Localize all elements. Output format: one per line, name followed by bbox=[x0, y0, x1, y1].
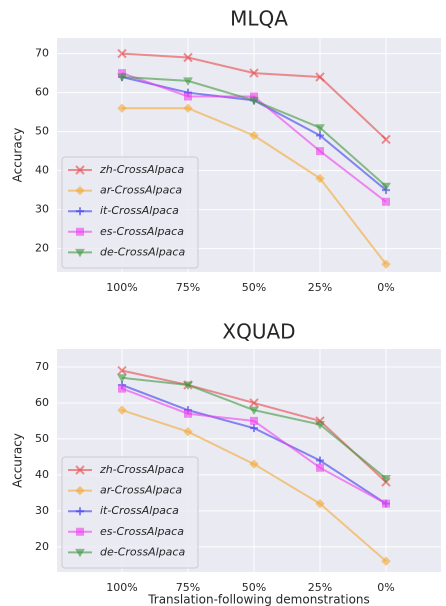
marker bbox=[117, 73, 127, 83]
marker bbox=[315, 72, 325, 82]
legend-box bbox=[61, 456, 199, 569]
x-tick-label: 100% bbox=[106, 581, 137, 594]
marker bbox=[184, 92, 192, 101]
y-tick-label: 30 bbox=[35, 504, 49, 517]
legend-marker bbox=[76, 207, 84, 216]
y-tick-label: 50 bbox=[35, 125, 49, 138]
legend-marker bbox=[75, 485, 85, 496]
y-tick-label: 40 bbox=[35, 164, 49, 177]
legend-label: de-CrossAlpaca bbox=[100, 245, 185, 258]
y-tick-label: 40 bbox=[35, 468, 49, 481]
marker bbox=[183, 103, 193, 113]
marker bbox=[315, 421, 325, 430]
legend-label: zh-CrossAlpaca bbox=[99, 463, 184, 476]
marker bbox=[184, 409, 192, 418]
legend-marker bbox=[76, 227, 84, 236]
marker bbox=[315, 498, 325, 509]
y-axis-label: Accuracy bbox=[11, 433, 25, 488]
y-tick-label: 60 bbox=[35, 396, 49, 409]
legend-label: it-CrossAlpaca bbox=[100, 504, 179, 517]
marker bbox=[316, 456, 324, 465]
chart-title: MLQA bbox=[230, 7, 288, 31]
marker bbox=[381, 259, 391, 269]
marker bbox=[117, 48, 127, 59]
legend-label: de-CrossAlpaca bbox=[100, 545, 185, 558]
x-tick-label: 50% bbox=[242, 281, 266, 294]
y-tick-label: 70 bbox=[35, 360, 49, 373]
legend-label: es-CrossAlpaca bbox=[100, 225, 184, 238]
x-tick-label: 75% bbox=[176, 281, 200, 294]
marker bbox=[117, 365, 127, 376]
marker bbox=[249, 406, 259, 416]
marker bbox=[315, 173, 325, 184]
x-tick-label: 0% bbox=[377, 581, 394, 594]
marker bbox=[249, 130, 259, 141]
marker bbox=[382, 197, 390, 206]
y-tick-label: 20 bbox=[35, 242, 49, 255]
y-tick-label: 50 bbox=[35, 432, 49, 445]
marker bbox=[381, 556, 391, 566]
x-tick-label: 50% bbox=[242, 581, 266, 594]
marker bbox=[381, 134, 391, 145]
marker bbox=[381, 474, 391, 484]
marker bbox=[117, 405, 127, 415]
legend-marker bbox=[75, 165, 85, 175]
marker bbox=[249, 96, 259, 106]
x-tick-label: 25% bbox=[308, 281, 332, 294]
x-tick-label: 0% bbox=[377, 281, 394, 294]
legend-marker bbox=[75, 248, 85, 258]
legend-marker bbox=[75, 185, 85, 196]
marker bbox=[382, 499, 390, 508]
marker bbox=[183, 381, 193, 390]
legend-label: it-CrossAlpaca bbox=[100, 204, 179, 217]
y-tick-label: 70 bbox=[35, 47, 49, 60]
x-tick-label: 75% bbox=[176, 581, 200, 594]
legend-label: es-CrossAlpaca bbox=[100, 525, 184, 538]
legend-marker bbox=[75, 548, 85, 558]
marker bbox=[183, 52, 193, 63]
x-axis-label: Translation-following demonstrations bbox=[147, 593, 370, 606]
marker bbox=[381, 182, 391, 192]
chart-title: XQUAD bbox=[222, 320, 295, 344]
legend-marker bbox=[76, 507, 84, 516]
marker bbox=[117, 374, 127, 383]
marker bbox=[249, 398, 259, 408]
y-tick-label: 20 bbox=[35, 540, 49, 553]
marker bbox=[183, 77, 193, 86]
legend-marker bbox=[75, 465, 85, 475]
y-tick-label: 60 bbox=[35, 86, 49, 99]
legend-label: ar-CrossAlpaca bbox=[100, 184, 182, 197]
marker bbox=[316, 463, 324, 472]
marker bbox=[250, 416, 258, 425]
x-tick-label: 25% bbox=[308, 581, 332, 594]
legend-box bbox=[61, 156, 199, 269]
marker bbox=[249, 68, 259, 78]
legend-label: ar-CrossAlpaca bbox=[100, 484, 182, 497]
marker bbox=[250, 424, 258, 433]
marker bbox=[315, 124, 325, 133]
legend-label: zh-CrossAlpaca bbox=[99, 163, 184, 176]
marker bbox=[117, 103, 127, 113]
y-axis-label: Accuracy bbox=[11, 128, 25, 183]
y-tick-label: 30 bbox=[35, 203, 49, 216]
legend-marker bbox=[76, 527, 84, 536]
marker bbox=[316, 147, 324, 156]
marker bbox=[183, 427, 193, 437]
marker bbox=[118, 384, 126, 393]
marker bbox=[316, 131, 324, 140]
marker bbox=[249, 459, 259, 469]
x-tick-label: 100% bbox=[106, 281, 137, 294]
